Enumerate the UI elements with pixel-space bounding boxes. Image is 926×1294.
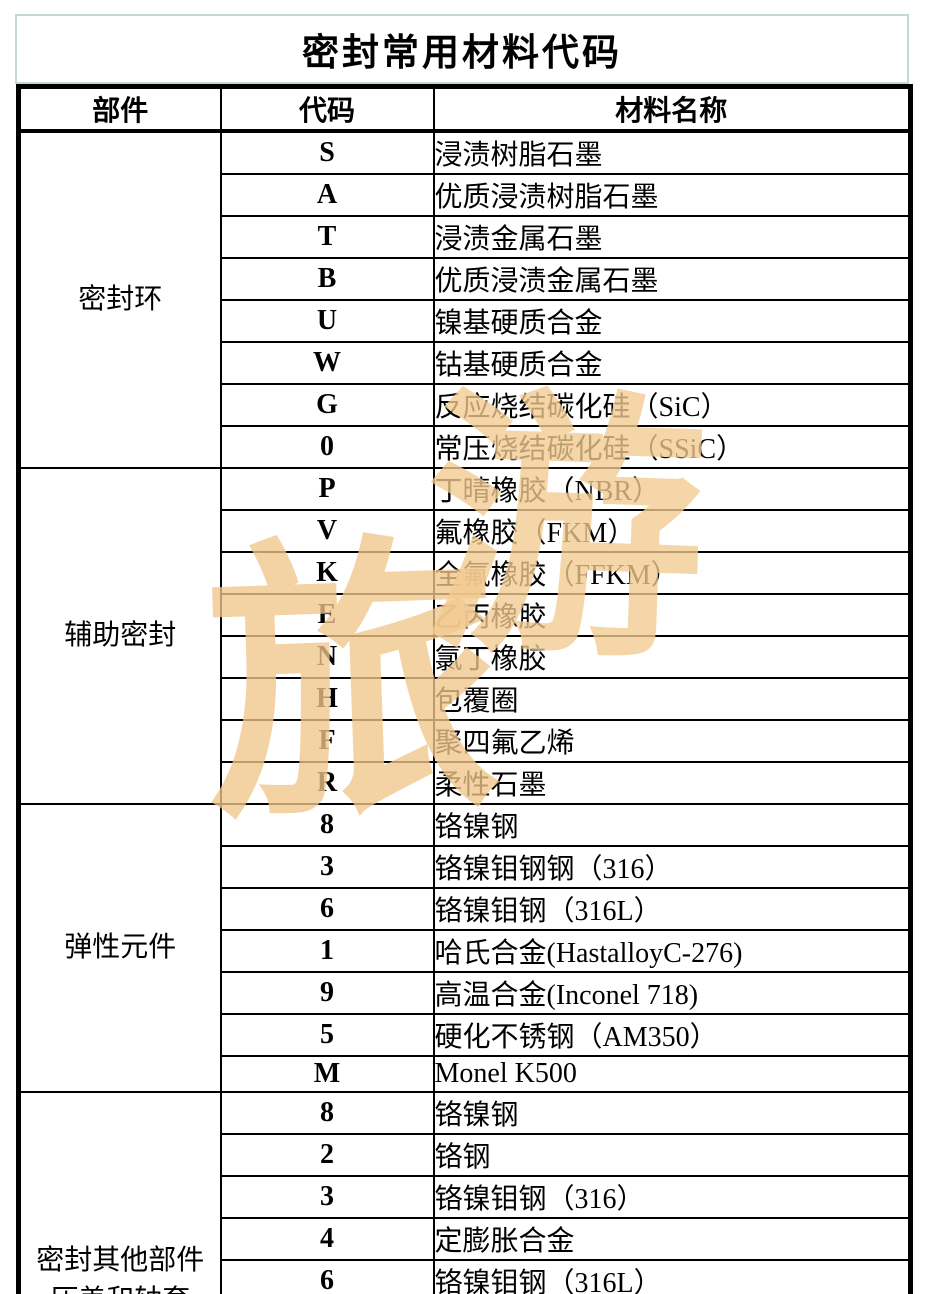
code-cell: 8 bbox=[219, 803, 435, 847]
table-row: 5 硬化不锈钢（AM350） bbox=[19, 1013, 912, 1057]
table-row: 辅助密封 P 丁晴橡胶（NBR） bbox=[17, 467, 912, 805]
code-cell: 3 bbox=[219, 845, 435, 889]
table-row: W 钴基硬质合金 bbox=[19, 341, 912, 385]
material-cell: 优质浸渍树脂石墨 bbox=[432, 173, 912, 217]
part-cell: 辅助密封 bbox=[17, 467, 222, 805]
material-cell: 氟橡胶（FKM） bbox=[432, 509, 912, 553]
material-cell: 哈氏合金(HastalloyC-276) bbox=[432, 929, 912, 973]
material-cell: 铬镍钢 bbox=[432, 1090, 912, 1135]
material-cell: 钴基硬质合金 bbox=[432, 341, 912, 385]
table-row: 密封环 S 浸渍树脂石墨 bbox=[17, 130, 912, 469]
table-header: 部件 代码 材料名称 bbox=[17, 85, 912, 133]
material-cell: 全氟橡胶（FFKM） bbox=[432, 551, 912, 595]
material-cell: 铬钢 bbox=[432, 1132, 912, 1177]
col-header-code: 代码 bbox=[219, 85, 435, 133]
table-row: 弹性元件 8 铬镍钢 bbox=[17, 803, 912, 1093]
table-row: 6 铬镍钼钢（316L） bbox=[19, 1258, 912, 1294]
code-cell: 9 bbox=[219, 971, 435, 1015]
code-cell: 2 bbox=[219, 1132, 435, 1177]
code-cell: E bbox=[219, 593, 435, 637]
table-row: M Monel K500 bbox=[19, 1055, 912, 1093]
material-cell: 高温合金(Inconel 718) bbox=[432, 971, 912, 1015]
table-row: R 柔性石墨 bbox=[19, 761, 912, 805]
code-cell: T bbox=[219, 215, 435, 259]
code-cell: A bbox=[219, 173, 435, 217]
material-cell: 反应烧结碳化硅（SiC） bbox=[432, 383, 912, 427]
material-cell: 铬镍钼钢钢（316） bbox=[432, 845, 912, 889]
material-cell: 丁晴橡胶（NBR） bbox=[432, 467, 912, 511]
code-cell: 0 bbox=[219, 425, 435, 469]
code-cell: 6 bbox=[219, 887, 435, 931]
material-cell: 浸渍金属石墨 bbox=[432, 215, 912, 259]
material-cell: 硬化不锈钢（AM350） bbox=[432, 1013, 912, 1057]
code-cell: G bbox=[219, 383, 435, 427]
table-row: G 反应烧结碳化硅（SiC） bbox=[19, 383, 912, 427]
table-row: A 优质浸渍树脂石墨 bbox=[19, 173, 912, 217]
material-cell: 聚四氟乙烯 bbox=[432, 719, 912, 763]
material-cell: 浸渍树脂石墨 bbox=[432, 130, 912, 175]
table-row: 9 高温合金(Inconel 718) bbox=[19, 971, 912, 1015]
table-row: 6 铬镍钼钢（316L） bbox=[19, 887, 912, 931]
code-cell: 1 bbox=[219, 929, 435, 973]
code-cell: 5 bbox=[219, 1013, 435, 1057]
table-row: 2 铬钢 bbox=[19, 1132, 912, 1177]
material-cell: 乙丙橡胶 bbox=[432, 593, 912, 637]
material-cell: 铬镍钼钢（316L） bbox=[432, 1258, 912, 1294]
code-cell: S bbox=[219, 130, 435, 175]
code-cell: H bbox=[219, 677, 435, 721]
material-cell: 定膨胀合金 bbox=[432, 1216, 912, 1261]
code-cell: F bbox=[219, 719, 435, 763]
table-body: 密封环 S 浸渍树脂石墨 A 优质浸渍树脂石墨 T 浸渍金属石墨 B 优质浸渍金属石墨 U 镍基硬质… bbox=[17, 130, 912, 1294]
code-cell: 8 bbox=[219, 1090, 435, 1135]
title-box: 密封常用材料代码 bbox=[15, 14, 909, 84]
table-row: N 氯丁橡胶 bbox=[19, 635, 912, 679]
code-cell: V bbox=[219, 509, 435, 553]
code-cell: B bbox=[219, 257, 435, 301]
material-cell: 铬镍钼钢（316） bbox=[432, 1174, 912, 1219]
table-row: 3 铬镍钼钢（316） bbox=[19, 1174, 912, 1219]
code-cell: P bbox=[219, 467, 435, 511]
table-row: 1 哈氏合金(HastalloyC-276) bbox=[19, 929, 912, 973]
code-cell: 6 bbox=[219, 1258, 435, 1294]
material-cell: 氯丁橡胶 bbox=[432, 635, 912, 679]
table-row: 密封其他部件 压盖和轴套8铬镍钢 bbox=[17, 1090, 912, 1294]
material-cell: 铬镍钢 bbox=[432, 803, 912, 847]
material-cell: 镍基硬质合金 bbox=[432, 299, 912, 343]
code-cell: U bbox=[219, 299, 435, 343]
table-row: 0 常压烧结碳化硅（SSiC） bbox=[19, 425, 912, 469]
table-row: B 优质浸渍金属石墨 bbox=[19, 257, 912, 301]
header-row: 部件 代码 材料名称 bbox=[17, 85, 912, 133]
code-cell: 3 bbox=[219, 1174, 435, 1219]
table-row: F 聚四氟乙烯 bbox=[19, 719, 912, 763]
table-row: 4 定膨胀合金 bbox=[19, 1216, 912, 1261]
page-title: 密封常用材料代码 bbox=[302, 33, 622, 74]
material-cell: Monel K500 bbox=[432, 1055, 912, 1093]
materials-table: 部件 代码 材料名称 密封环 S 浸渍树脂石墨 A 优质浸渍树脂石墨 T 浸渍金属石墨 B 优质… bbox=[16, 84, 913, 1294]
code-cell: R bbox=[219, 761, 435, 805]
material-cell: 包覆圈 bbox=[432, 677, 912, 721]
part-cell: 密封环 bbox=[17, 130, 222, 469]
material-cell: 优质浸渍金属石墨 bbox=[432, 257, 912, 301]
table-row: 3 铬镍钼钢钢（316） bbox=[19, 845, 912, 889]
code-cell: K bbox=[219, 551, 435, 595]
code-cell: M bbox=[219, 1055, 435, 1093]
table-row: K 全氟橡胶（FFKM） bbox=[19, 551, 912, 595]
material-cell: 柔性石墨 bbox=[432, 761, 912, 805]
code-cell: 4 bbox=[219, 1216, 435, 1261]
table-row: H 包覆圈 bbox=[19, 677, 912, 721]
table-row: U 镍基硬质合金 bbox=[19, 299, 912, 343]
part-cell: 弹性元件 bbox=[17, 803, 222, 1093]
code-cell: W bbox=[219, 341, 435, 385]
table-row: E 乙丙橡胶 bbox=[19, 593, 912, 637]
code-cell: N bbox=[219, 635, 435, 679]
material-cell: 铬镍钼钢（316L） bbox=[432, 887, 912, 931]
material-cell: 常压烧结碳化硅（SSiC） bbox=[432, 425, 912, 469]
part-cell: 密封其他部件 压盖和轴套 bbox=[17, 1090, 222, 1294]
col-header-material: 材料名称 bbox=[432, 85, 912, 133]
col-header-part: 部件 bbox=[17, 85, 222, 133]
table-row: T 浸渍金属石墨 bbox=[19, 215, 912, 259]
table-row: V 氟橡胶（FKM） bbox=[19, 509, 912, 553]
